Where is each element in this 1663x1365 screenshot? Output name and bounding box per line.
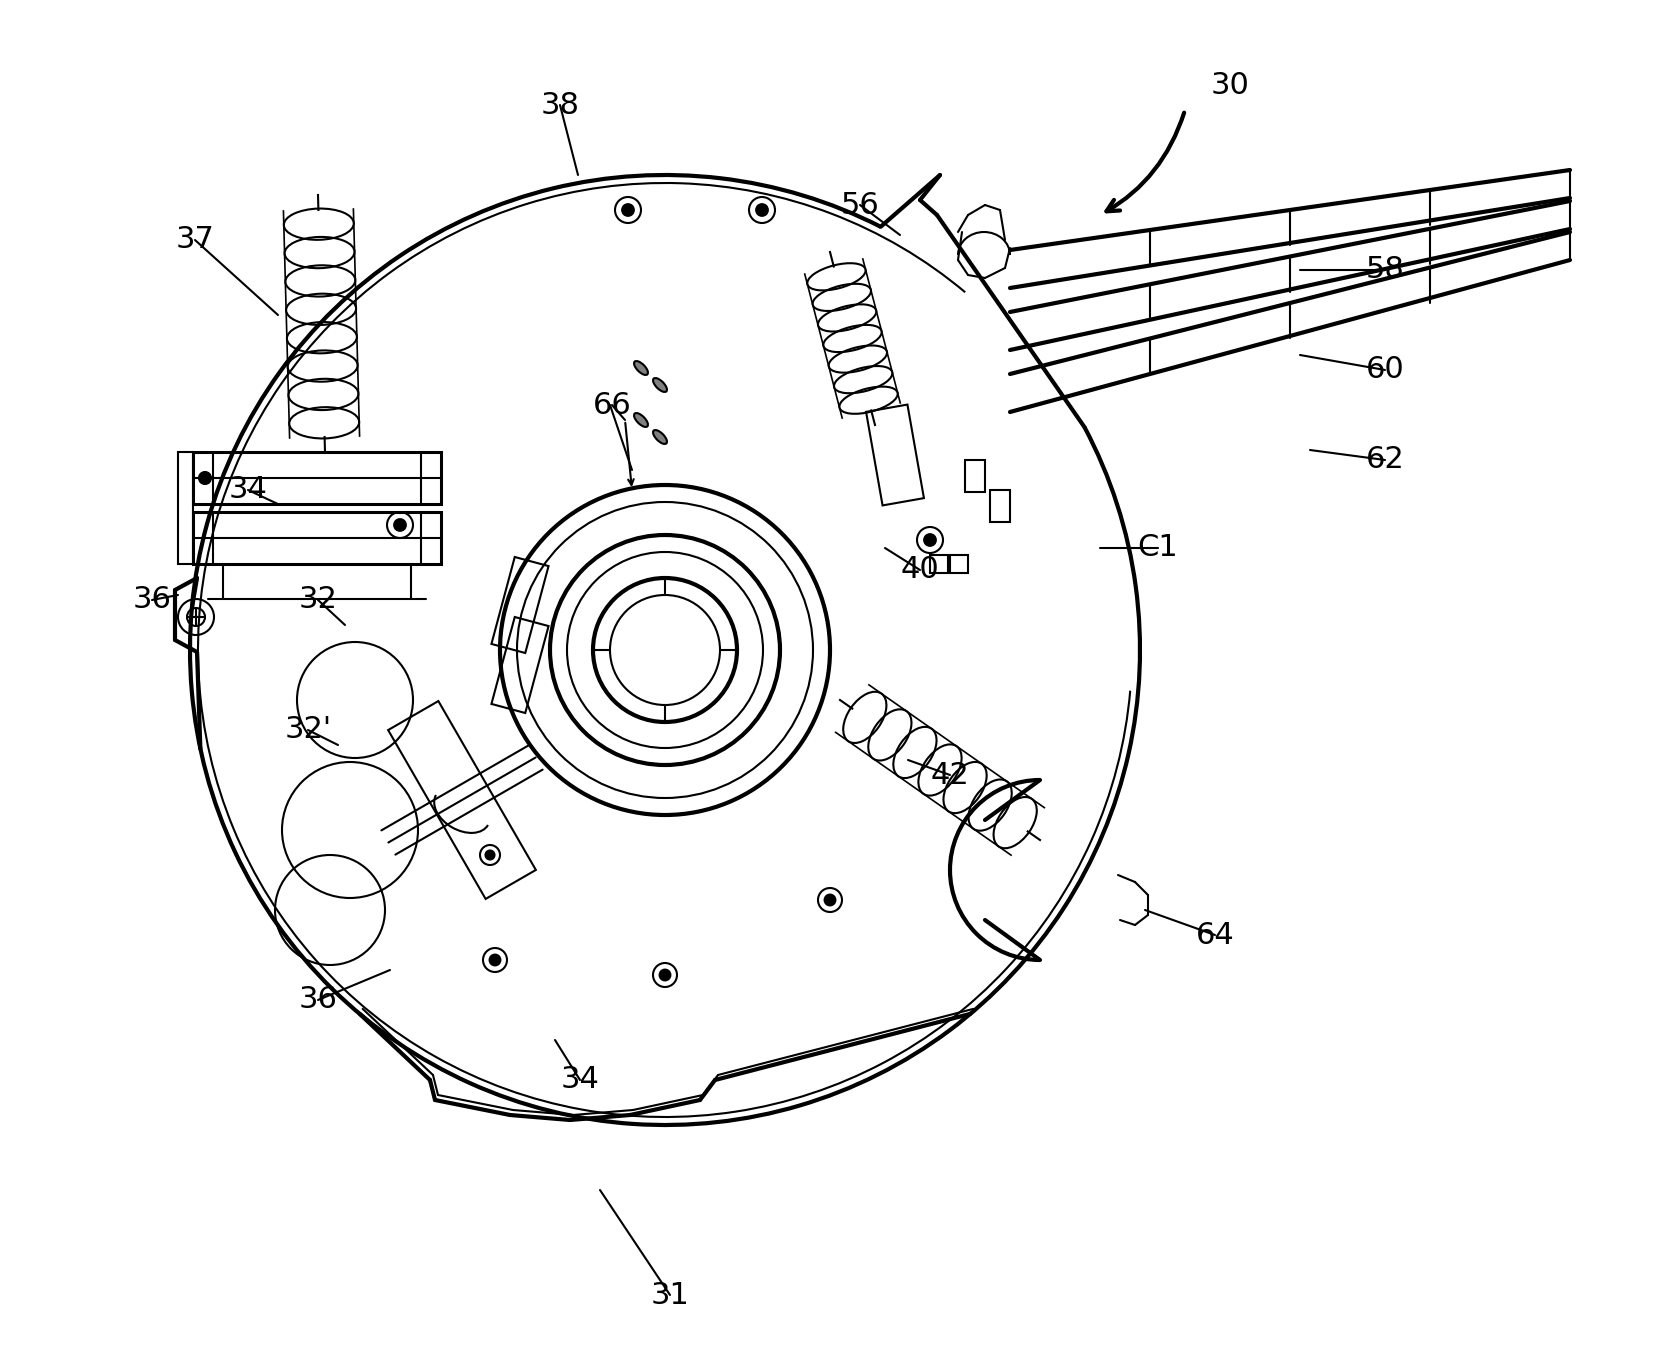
Text: 34: 34 xyxy=(228,475,268,505)
Circle shape xyxy=(825,894,835,905)
Circle shape xyxy=(660,969,670,980)
Text: 66: 66 xyxy=(592,390,632,419)
Text: 32: 32 xyxy=(299,586,338,614)
Circle shape xyxy=(200,472,211,485)
Text: 58: 58 xyxy=(1365,255,1405,284)
Text: 56: 56 xyxy=(840,191,880,220)
Text: 64: 64 xyxy=(1196,920,1234,950)
Circle shape xyxy=(489,954,501,965)
Bar xyxy=(989,490,1009,521)
Bar xyxy=(965,460,984,491)
Text: 36: 36 xyxy=(299,986,338,1014)
Bar xyxy=(193,452,441,504)
Circle shape xyxy=(622,205,634,216)
Text: 32': 32' xyxy=(284,715,331,744)
Circle shape xyxy=(757,205,768,216)
Ellipse shape xyxy=(634,414,649,427)
Ellipse shape xyxy=(654,430,667,444)
Text: 62: 62 xyxy=(1365,445,1404,475)
Text: 37: 37 xyxy=(176,225,215,254)
Text: 31: 31 xyxy=(650,1280,690,1309)
Circle shape xyxy=(394,519,406,531)
Text: 40: 40 xyxy=(901,556,940,584)
Text: 60: 60 xyxy=(1365,355,1404,385)
Bar xyxy=(193,512,441,564)
Bar xyxy=(930,556,948,573)
Text: 34: 34 xyxy=(560,1066,599,1095)
Circle shape xyxy=(486,850,494,860)
Circle shape xyxy=(925,534,936,546)
Text: 30: 30 xyxy=(1211,71,1249,100)
Ellipse shape xyxy=(634,360,649,375)
Text: 36: 36 xyxy=(133,586,171,614)
Bar xyxy=(950,556,968,573)
Text: 42: 42 xyxy=(931,760,970,789)
Ellipse shape xyxy=(654,378,667,392)
Text: C1: C1 xyxy=(1137,534,1179,562)
Text: 38: 38 xyxy=(540,90,579,120)
